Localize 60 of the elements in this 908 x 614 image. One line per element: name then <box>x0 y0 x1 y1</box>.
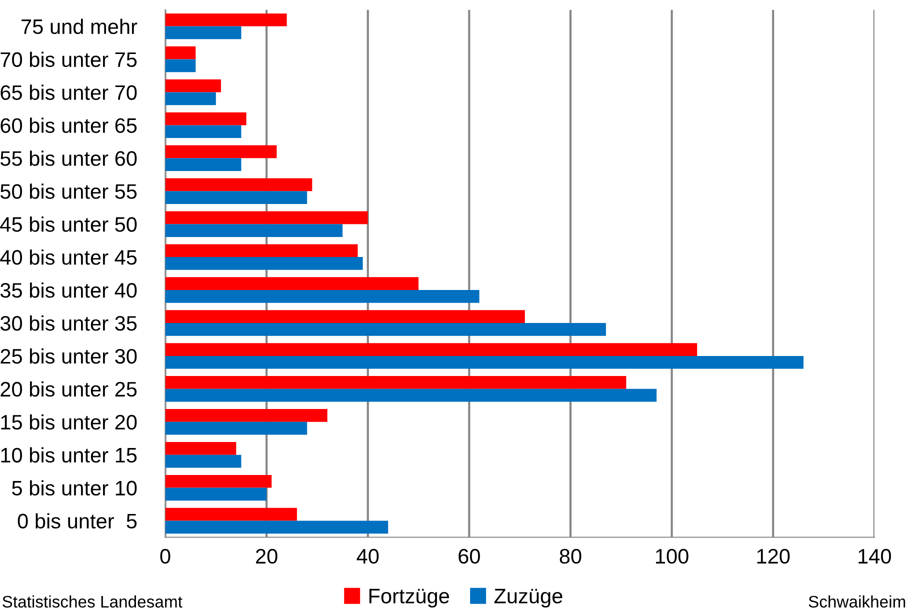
x-tick-label: 80 <box>560 548 582 564</box>
bar <box>165 92 216 106</box>
bar <box>165 376 626 389</box>
x-tick-label: 0 <box>160 548 170 564</box>
bar <box>165 46 196 60</box>
y-tick-label: 45 bis unter 50 <box>0 216 137 232</box>
y-tick-label: 35 bis unter 40 <box>0 282 137 298</box>
text: Statistisches Landesamt <box>2 595 182 608</box>
y-tick-label: 70 bis unter 75 <box>0 52 137 68</box>
bar <box>165 79 221 92</box>
bar <box>165 191 308 204</box>
bar <box>165 158 242 172</box>
bar <box>165 409 328 422</box>
y-tick-label: 5 bis unter 10 <box>12 480 137 496</box>
bar <box>165 224 343 237</box>
y-tick-label: 40 bis unter 45 <box>0 250 137 265</box>
bar <box>165 388 657 402</box>
y-tick-label: 60 bis unter 65 <box>0 118 137 133</box>
x-tick-label: 40 <box>356 548 379 564</box>
y-tick-label: 55 bis unter 60 <box>0 150 137 166</box>
bar <box>165 211 368 224</box>
x-tick-label: 100 <box>656 548 688 564</box>
bar <box>165 442 236 455</box>
bar <box>165 59 196 72</box>
bar <box>165 13 287 26</box>
y-tick-label: 25 bis unter 30 <box>0 348 137 364</box>
bar <box>165 178 312 192</box>
bar <box>165 310 525 323</box>
y-tick-label: 75 und mehr <box>22 18 138 34</box>
y-tick-label: 50 bis unter 55 <box>0 184 137 199</box>
y-tick-label: 0 bis unter 5 <box>18 513 137 529</box>
bar <box>165 454 242 468</box>
legend-label: Fortzüge <box>369 588 450 608</box>
x-tick-label: 120 <box>757 548 790 564</box>
bar <box>165 125 242 138</box>
bar <box>165 322 606 336</box>
bar <box>165 343 698 356</box>
y-tick-label: 65 bis unter 70 <box>0 84 137 100</box>
x-tick-label: 140 <box>858 548 891 564</box>
bar <box>165 145 277 158</box>
text: Schwaikheim <box>808 595 906 608</box>
bar <box>165 290 480 303</box>
y-tick-label: 20 bis unter 25 <box>0 381 137 397</box>
bar <box>165 257 363 270</box>
y-tick-label: 15 bis unter 20 <box>1 414 137 430</box>
bar <box>165 112 246 126</box>
bar <box>165 488 267 501</box>
bar <box>165 26 242 40</box>
x-tick-label: 60 <box>458 548 480 564</box>
bar <box>165 508 297 521</box>
y-tick-label: 30 bis unter 35 <box>0 315 137 331</box>
bar <box>165 356 804 369</box>
bar <box>165 277 419 290</box>
legend-label: Zuzüge <box>494 588 562 608</box>
y-tick-label: 10 bis unter 15 <box>1 447 137 463</box>
bar <box>165 422 308 435</box>
bar <box>165 244 358 258</box>
bar <box>165 474 272 488</box>
x-tick-label: 20 <box>256 548 278 564</box>
bar <box>165 520 388 534</box>
